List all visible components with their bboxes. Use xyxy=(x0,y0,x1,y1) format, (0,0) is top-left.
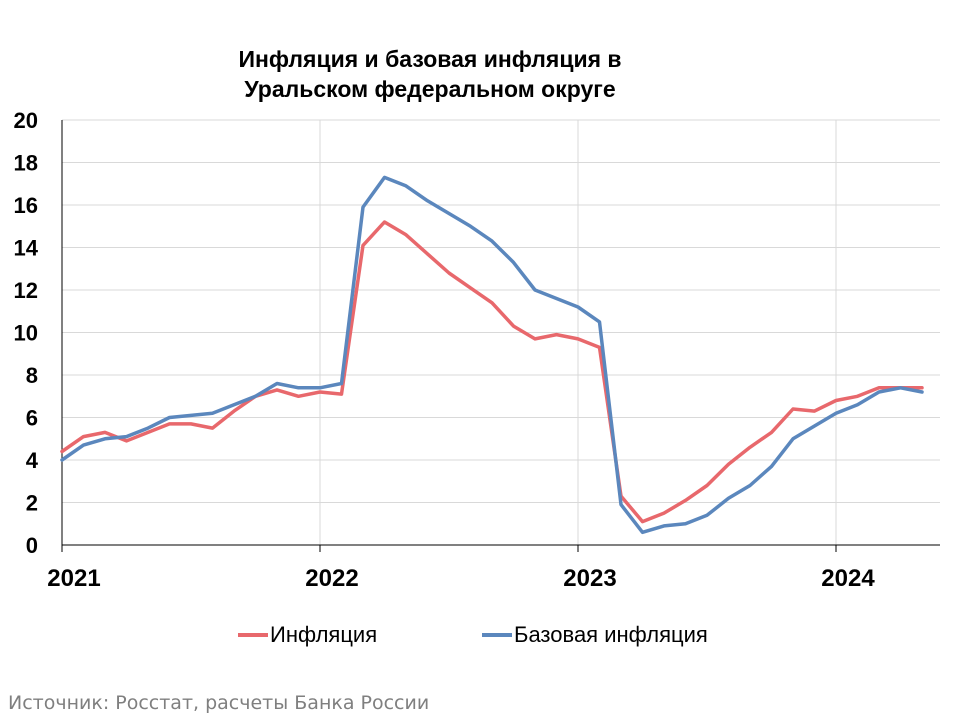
y-tick-label: 6 xyxy=(26,406,38,431)
y-tick-label: 14 xyxy=(14,236,39,261)
chart-axes xyxy=(61,120,940,552)
legend-label-core-inflation: Базовая инфляция xyxy=(514,622,708,647)
source-note: Источник: Росстат, расчеты Банка России xyxy=(8,692,430,714)
chart-grid xyxy=(62,119,940,545)
y-tick-label: 0 xyxy=(26,533,38,558)
series-line-inflation xyxy=(60,220,924,524)
y-tick-label: 20 xyxy=(14,108,38,133)
chart-series xyxy=(60,175,924,535)
y-tick-label: 10 xyxy=(14,321,38,346)
x-tick-label: 2023 xyxy=(563,565,616,592)
legend-item-core-inflation: Базовая инфляция xyxy=(482,622,708,648)
legend-swatch-core-inflation xyxy=(482,633,512,637)
series-line-core-inflation xyxy=(60,175,924,535)
legend-label-inflation: Инфляция xyxy=(270,622,378,647)
y-tick-label: 18 xyxy=(14,151,38,176)
chart-title: Инфляция и базовая инфляция в Уральском … xyxy=(110,44,750,104)
x-tick-label: 2021 xyxy=(47,565,100,592)
y-tick-label: 4 xyxy=(26,448,39,473)
y-axis-ticks: 0 2 4 6 8 10 12 14 16 18 20 xyxy=(14,108,39,558)
x-tick-label: 2022 xyxy=(305,565,358,592)
y-tick-label: 16 xyxy=(14,193,38,218)
x-axis-ticks: 2021 2022 2023 2024 xyxy=(47,565,875,592)
y-tick-label: 2 xyxy=(26,491,38,516)
y-tick-label: 12 xyxy=(14,278,38,303)
y-tick-label: 8 xyxy=(26,363,38,388)
chart-title-line-2: Уральском федеральном округе xyxy=(244,76,616,102)
chart-title-line-1: Инфляция и базовая инфляция в xyxy=(238,46,622,72)
legend-item-inflation: Инфляция xyxy=(238,622,377,648)
chart-legend: Инфляция Базовая инфляция xyxy=(0,622,960,652)
legend-swatch-inflation xyxy=(238,633,268,637)
x-tick-label: 2024 xyxy=(821,565,875,592)
